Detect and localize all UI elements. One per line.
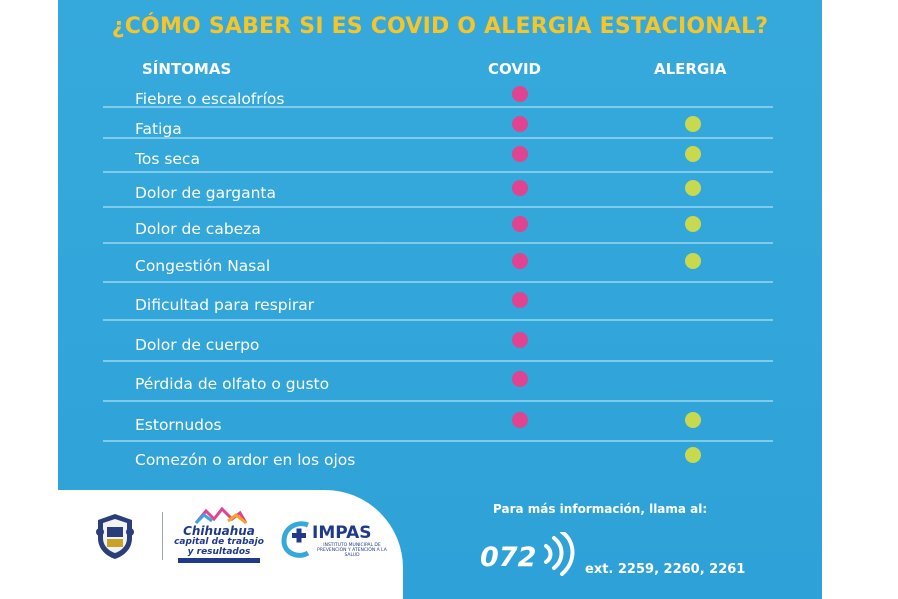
- row-divider: [103, 137, 773, 139]
- covid-indicator-dot: [512, 116, 528, 132]
- municipal-crest-icon: [96, 514, 134, 559]
- row-divider: [103, 360, 773, 362]
- symptom-label: Congestión Nasal: [135, 257, 271, 275]
- covid-indicator-dot: [512, 292, 528, 308]
- symptoms-column-header: SÍNTOMAS: [142, 60, 232, 78]
- city-logo-strip: [178, 558, 260, 563]
- row-divider: [103, 400, 773, 402]
- impas-subtitle: INSTITUTO MUNICIPAL DE PREVENCIÓN Y ATEN…: [317, 543, 387, 558]
- covid-indicator-dot: [512, 86, 528, 102]
- infographic-poster: ¿CÓMO SABER SI ES COVID O ALERGIA ESTACI…: [58, 0, 822, 599]
- covid-indicator-dot: [512, 253, 528, 269]
- row-divider: [103, 319, 773, 321]
- row-divider: [103, 206, 773, 208]
- allergy-indicator-dot: [685, 412, 701, 428]
- covid-indicator-dot: [512, 180, 528, 196]
- symptom-label: Pérdida de olfato o gusto: [135, 375, 330, 393]
- city-brand-text: Chihuahua: [183, 524, 255, 538]
- row-divider: [103, 440, 773, 442]
- covid-column-header: COVID: [488, 60, 541, 78]
- mountains-icon: [194, 506, 248, 525]
- row-divider: [103, 242, 773, 244]
- covid-indicator-dot: [512, 332, 528, 348]
- phone-number: 072: [480, 542, 537, 573]
- allergy-indicator-dot: [685, 146, 701, 162]
- impas-logo: IMPAS INSTITUTO MUNICIPAL DE PREVENCIÓN …: [278, 513, 388, 565]
- row-divider: [103, 171, 773, 173]
- allergy-indicator-dot: [685, 447, 701, 463]
- symptom-label: Dolor de garganta: [135, 184, 276, 202]
- allergy-indicator-dot: [685, 116, 701, 132]
- covid-indicator-dot: [512, 371, 528, 387]
- covid-indicator-dot: [512, 146, 528, 162]
- allergy-indicator-dot: [685, 216, 701, 232]
- symptom-label: Dolor de cuerpo: [135, 336, 260, 354]
- impas-name: IMPAS: [312, 523, 372, 543]
- row-divider: [103, 281, 773, 283]
- logo-divider: [162, 512, 163, 560]
- city-logo: Chihuahua capital de trabajo y resultado…: [174, 506, 264, 564]
- covid-indicator-dot: [512, 412, 528, 428]
- page-title: ¿CÓMO SABER SI ES COVID O ALERGIA ESTACI…: [111, 14, 769, 39]
- city-tagline-2: y resultados: [187, 547, 251, 557]
- allergy-indicator-dot: [685, 180, 701, 196]
- covid-indicator-dot: [512, 216, 528, 232]
- symptom-label: Fiebre o escalofríos: [135, 90, 285, 108]
- symptom-label: Dificultad para respirar: [135, 296, 315, 314]
- symptom-label: Tos seca: [135, 150, 200, 168]
- symptom-label: Comezón o ardor en los ojos: [135, 451, 356, 469]
- row-divider: [103, 106, 773, 108]
- allergy-indicator-dot: [685, 253, 701, 269]
- health-cross-icon: [281, 521, 310, 558]
- city-tagline-1: capital de trabajo: [174, 537, 264, 547]
- phone-block: 072: [480, 530, 580, 580]
- info-text: Para más información, llama al:: [493, 502, 708, 516]
- signal-waves-icon: [544, 532, 575, 576]
- symptom-label: Dolor de cabeza: [135, 220, 261, 238]
- phone-extensions: ext. 2259, 2260, 2261: [585, 562, 746, 577]
- allergy-column-header: ALERGIA: [654, 60, 727, 78]
- symptom-label: Fatiga: [135, 120, 182, 138]
- symptom-label: Estornudos: [135, 416, 222, 434]
